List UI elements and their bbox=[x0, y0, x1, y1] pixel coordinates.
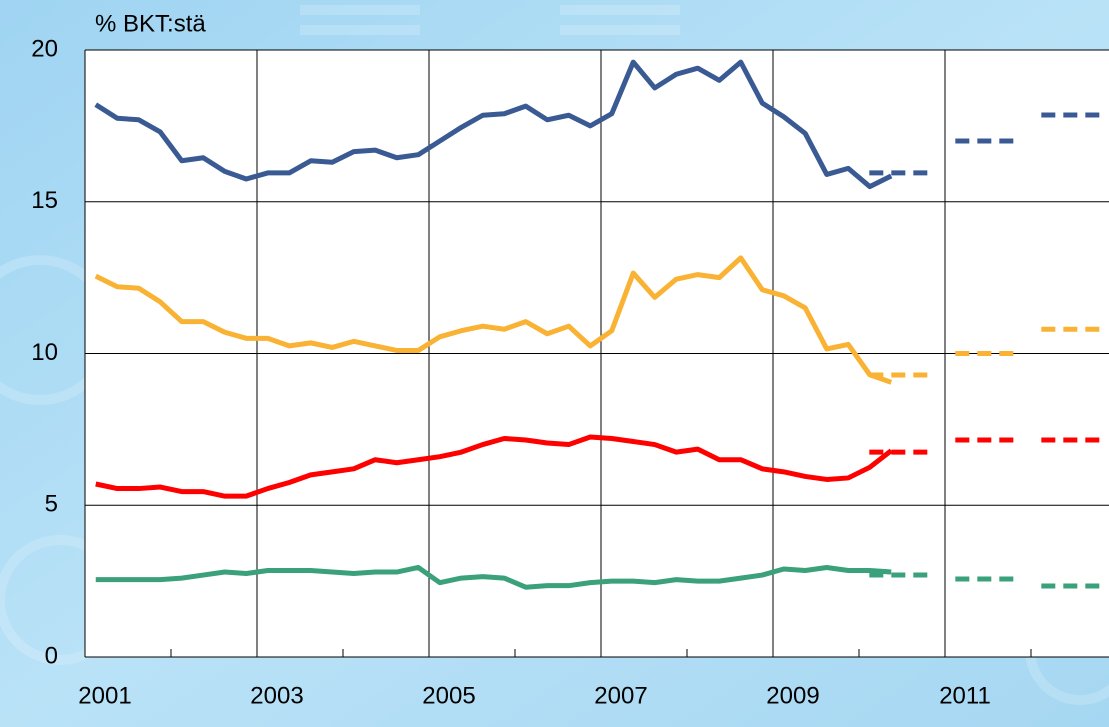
x-tick-label: 2009 bbox=[766, 682, 819, 709]
y-tick-label: 20 bbox=[31, 35, 58, 62]
x-tick-label: 2007 bbox=[594, 682, 647, 709]
series-line bbox=[94, 59, 893, 190]
x-tick-label: 2005 bbox=[422, 682, 475, 709]
series-line bbox=[95, 434, 893, 499]
y-tick-label: 15 bbox=[31, 187, 58, 214]
y-axis-label: % BKT:stä bbox=[95, 10, 206, 37]
x-tick-label: 2003 bbox=[250, 682, 303, 709]
x-tick-label: 2001 bbox=[78, 682, 131, 709]
series-line bbox=[94, 255, 893, 385]
y-tick-label: 5 bbox=[45, 491, 58, 518]
series-line bbox=[95, 564, 892, 590]
y-tick-label: 0 bbox=[45, 642, 58, 669]
x-tick-label: 2011 bbox=[939, 682, 991, 709]
y-tick-label: 10 bbox=[31, 339, 58, 366]
